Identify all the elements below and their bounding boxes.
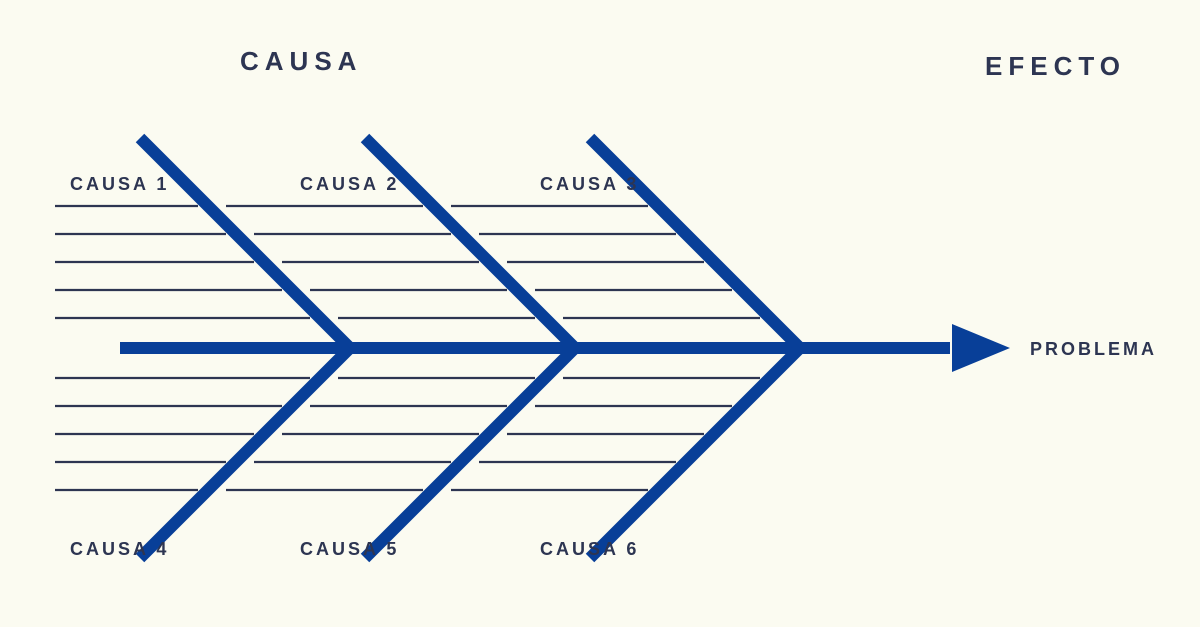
cause-label-causa6: CAUSA 6 (540, 539, 639, 559)
cause-label-causa1: CAUSA 1 (70, 174, 169, 194)
fishbone-diagram: CAUSA EFECTO PROBLEMA CAUSA 1 CAUSA 2 CAUS… (0, 0, 1200, 627)
cause-label-causa3: CAUSA 3 (540, 174, 639, 194)
cause-label-causa2: CAUSA 2 (300, 174, 399, 194)
cause-label-causa5: CAUSA 5 (300, 539, 399, 559)
header-causa: CAUSA (240, 46, 362, 76)
effect-label: PROBLEMA (1030, 339, 1157, 359)
cause-label-causa4: CAUSA 4 (70, 539, 169, 559)
header-efecto: EFECTO (985, 51, 1126, 81)
background (0, 0, 1200, 627)
